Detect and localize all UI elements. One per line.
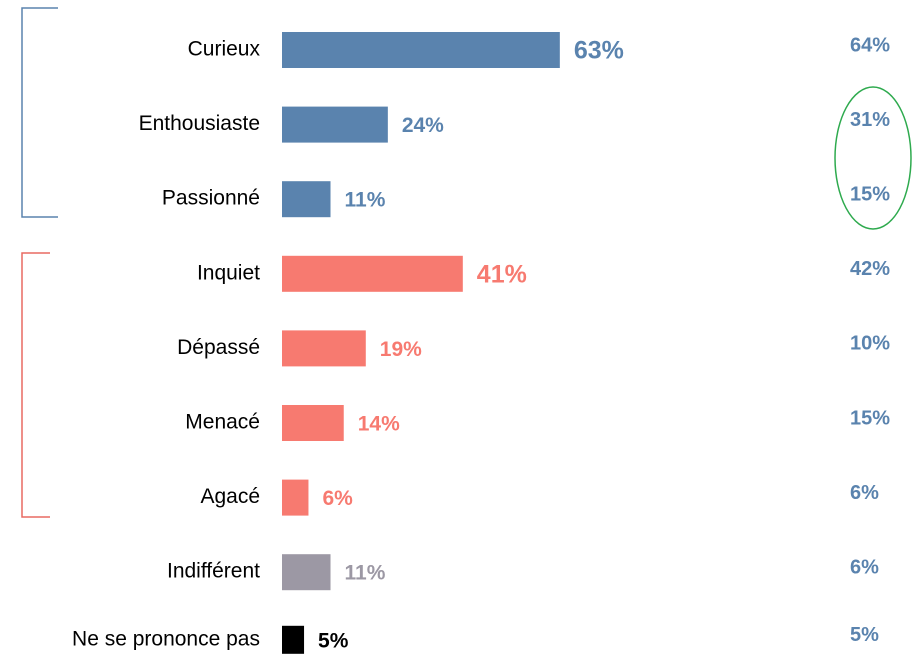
bar (282, 330, 366, 367)
value-label: 14% (358, 413, 400, 436)
comparison-label: 15% (850, 183, 890, 205)
comparison-label: 31% (850, 109, 890, 131)
highlight-ellipse (834, 86, 912, 230)
positive-bracket (21, 7, 58, 218)
value-label: 41% (477, 260, 527, 288)
bar (282, 479, 309, 516)
comparison-label: 5% (850, 624, 879, 646)
value-label: 63% (574, 37, 624, 65)
comparison-label: 64% (850, 34, 890, 56)
category-label: Inquiet (197, 261, 260, 284)
comparison-label: 6% (850, 556, 879, 578)
value-label: 5% (318, 629, 349, 652)
value-label: 19% (380, 338, 422, 361)
category-label: Indifférent (167, 560, 260, 583)
bar (282, 554, 331, 591)
bar (282, 181, 331, 218)
bar (282, 255, 463, 292)
category-label: Passionné (162, 187, 260, 210)
category-label: Dépassé (177, 336, 260, 359)
comparison-label: 15% (850, 407, 890, 429)
category-label: Menacé (185, 411, 260, 434)
comparison-label: 6% (850, 482, 879, 504)
bar (282, 625, 305, 654)
category-label: Enthousiaste (139, 112, 260, 135)
bar (282, 106, 388, 143)
value-label: 24% (402, 114, 444, 137)
value-label: 11% (345, 562, 386, 585)
value-label: 6% (322, 487, 353, 510)
value-label: 11% (345, 189, 386, 212)
bar (282, 32, 560, 68)
bar (282, 405, 344, 441)
comparison-label: 10% (850, 333, 890, 355)
comparison-label: 42% (850, 258, 890, 280)
category-label: Ne se prononce pas (72, 627, 260, 650)
negative-bracket (21, 252, 50, 518)
category-label: Agacé (200, 485, 260, 508)
category-label: Curieux (188, 38, 261, 61)
